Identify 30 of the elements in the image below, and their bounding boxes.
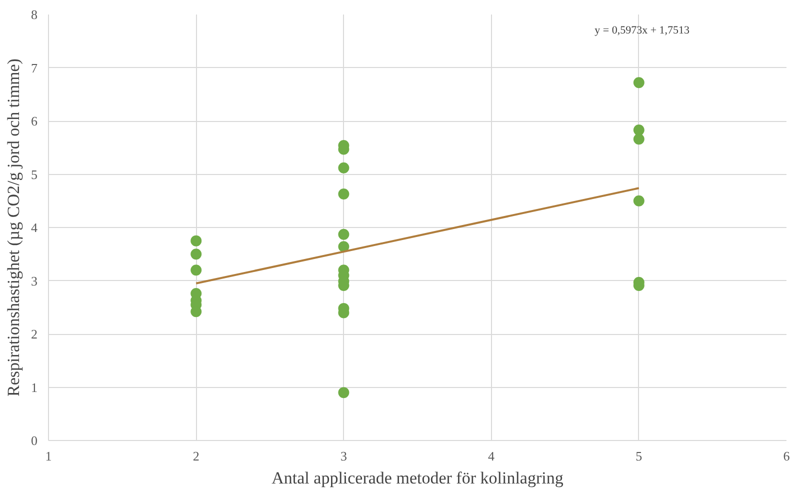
point: [338, 241, 350, 252]
y-tick-label: 3: [31, 273, 38, 288]
x-tick-label: 4: [488, 448, 496, 464]
x-tick-label: 3: [340, 448, 347, 464]
y-tick-label: 0: [31, 433, 38, 448]
point: [338, 228, 350, 240]
y-tick-label: 8: [31, 7, 38, 22]
x-tick-label: 6: [783, 448, 790, 464]
y-tick-label: 2: [31, 326, 38, 342]
y-tick-label: 1: [31, 380, 38, 395]
point: [190, 248, 202, 260]
point: [190, 264, 202, 276]
y-tick-label: 6: [31, 114, 38, 128]
x-tick-label: 1: [45, 448, 52, 464]
annotation: y = 0,5973x + 1,7513: [594, 24, 690, 36]
point: [338, 162, 350, 174]
y-axis-title: Respirationshastighet (µg CO2/g jord och timme): [4, 58, 23, 396]
point: [338, 387, 350, 398]
y-tick-label: 7: [31, 60, 38, 76]
x-tick-label: 5: [636, 448, 642, 464]
x-tick-label: 2: [192, 448, 200, 464]
point: [338, 188, 350, 200]
x-axis-title: Antal applicerade metoder för kolinlagring: [272, 468, 564, 488]
point: [633, 195, 644, 206]
point: [633, 124, 644, 136]
y-tick-label: 4: [31, 220, 38, 235]
y-tick-label: 5: [31, 166, 38, 182]
point: [633, 134, 644, 145]
point: [633, 77, 644, 88]
point: [190, 235, 202, 246]
